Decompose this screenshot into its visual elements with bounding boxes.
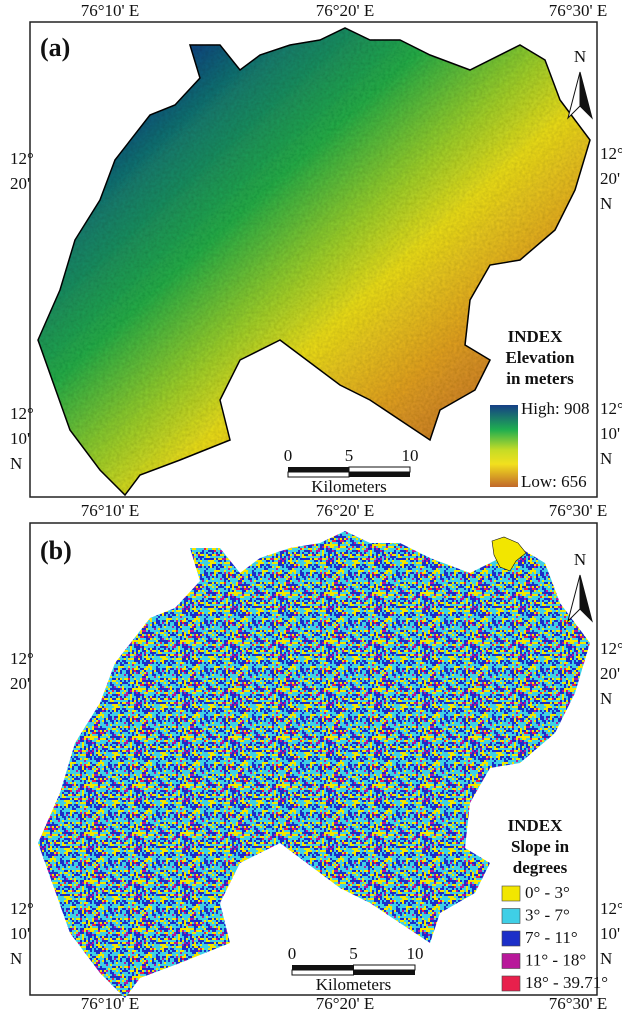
panel-label: (b) xyxy=(40,536,72,565)
scale-tick: 5 xyxy=(345,446,354,465)
latitude-label: N xyxy=(600,449,612,468)
latitude-label: 10' xyxy=(600,424,620,443)
latitude-label: N xyxy=(600,194,612,213)
legend-class-label: 7° - 11° xyxy=(525,928,578,947)
slope-map xyxy=(38,531,590,998)
legend-low: Low: 656 xyxy=(521,472,587,491)
scale-tick: 10 xyxy=(402,446,419,465)
legend-ramp xyxy=(490,405,518,487)
latitude-label: N xyxy=(600,949,612,968)
scale-tick: 10 xyxy=(407,944,424,963)
legend-class-label: 0° - 3° xyxy=(525,883,570,902)
north-arrow xyxy=(579,574,593,623)
scale-bar xyxy=(353,964,416,971)
longitude-label: 76°20' E xyxy=(316,1,375,20)
latitude-label: 20' xyxy=(10,674,30,693)
latitude-label: 10' xyxy=(10,924,30,943)
scale-tick: 5 xyxy=(349,944,358,963)
longitude-label: 76°20' E xyxy=(316,501,375,520)
north-arrow xyxy=(579,71,593,120)
legend-class-label: 18° - 39.71° xyxy=(525,973,608,992)
latitude-label: 12° xyxy=(600,639,622,658)
elevation-map xyxy=(37,27,591,497)
legend-subtitle: degrees xyxy=(513,858,568,877)
frame-b xyxy=(29,522,598,996)
legend-title: INDEX xyxy=(508,327,564,346)
scale-tick: 0 xyxy=(284,446,293,465)
latitude-label: 12° xyxy=(10,404,34,423)
scale-bar xyxy=(353,970,415,975)
latitude-label: 12° xyxy=(600,399,622,418)
longitude-label: 76°10' E xyxy=(81,501,140,520)
scale-bar xyxy=(292,965,354,970)
scale-unit: Kilometers xyxy=(311,477,387,496)
scale-bar xyxy=(348,466,411,473)
legend-subtitle: Elevation xyxy=(506,348,575,367)
scale-unit: Kilometers xyxy=(316,975,392,994)
scale-tick: 0 xyxy=(288,944,297,963)
latitude-label: 10' xyxy=(10,429,30,448)
longitude-label: 76°10' E xyxy=(81,994,140,1013)
scale-bar xyxy=(288,467,349,472)
legend-swatch xyxy=(501,930,521,947)
legend-swatch xyxy=(501,885,521,902)
longitude-label: 76°20' E xyxy=(316,994,375,1013)
latitude-label: 12° xyxy=(600,144,622,163)
latitude-label: 12° xyxy=(10,149,34,168)
latitude-label: 10' xyxy=(600,924,620,943)
north-label: N xyxy=(574,550,586,569)
legend-class-label: 11° - 18° xyxy=(525,950,586,969)
slope-patch xyxy=(491,536,527,572)
legend-title: INDEX xyxy=(508,816,564,835)
longitude-label: 76°30' E xyxy=(549,994,608,1013)
scale-bar xyxy=(349,472,410,477)
latitude-label: 12° xyxy=(10,899,34,918)
latitude-label: 20' xyxy=(600,664,620,683)
legend-high: High: 908 xyxy=(521,399,589,418)
latitude-label: 12° xyxy=(10,649,34,668)
legend-swatch xyxy=(501,953,521,969)
north-arrow xyxy=(567,574,581,623)
north-label: N xyxy=(574,47,586,66)
legend-swatch xyxy=(501,975,521,992)
latitude-label: N xyxy=(10,454,22,473)
latitude-label: N xyxy=(600,689,612,708)
latitude-label: 20' xyxy=(10,174,30,193)
legend-subtitle: Slope in xyxy=(511,837,570,856)
latitude-label: 20' xyxy=(600,169,620,188)
latitude-label: 12° xyxy=(600,899,622,918)
legend-class-label: 3° - 7° xyxy=(525,905,570,924)
panel-label: (a) xyxy=(40,33,70,62)
longitude-label: 76°10' E xyxy=(81,1,140,20)
legend-subtitle: in meters xyxy=(506,369,574,388)
longitude-label: 76°30' E xyxy=(549,1,608,20)
north-arrow xyxy=(567,71,581,120)
latitude-label: N xyxy=(10,949,22,968)
legend-swatch xyxy=(501,908,521,924)
frame-a xyxy=(29,21,598,498)
longitude-label: 76°30' E xyxy=(549,501,608,520)
